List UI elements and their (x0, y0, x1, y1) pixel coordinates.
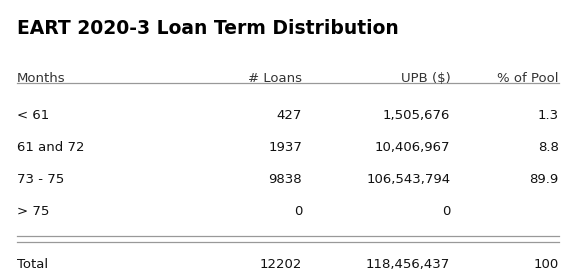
Text: 8.8: 8.8 (538, 141, 559, 154)
Text: 89.9: 89.9 (530, 173, 559, 186)
Text: Total: Total (17, 258, 48, 271)
Text: 61 and 72: 61 and 72 (17, 141, 84, 154)
Text: 9838: 9838 (268, 173, 302, 186)
Text: # Loans: # Loans (248, 72, 302, 85)
Text: < 61: < 61 (17, 109, 50, 122)
Text: 10,406,967: 10,406,967 (375, 141, 450, 154)
Text: > 75: > 75 (17, 205, 50, 218)
Text: 12202: 12202 (260, 258, 302, 271)
Text: 1.3: 1.3 (538, 109, 559, 122)
Text: Months: Months (17, 72, 66, 85)
Text: % of Pool: % of Pool (497, 72, 559, 85)
Text: 1937: 1937 (268, 141, 302, 154)
Text: 100: 100 (534, 258, 559, 271)
Text: EART 2020-3 Loan Term Distribution: EART 2020-3 Loan Term Distribution (17, 19, 399, 39)
Text: 0: 0 (442, 205, 450, 218)
Text: 427: 427 (276, 109, 302, 122)
Text: 106,543,794: 106,543,794 (366, 173, 450, 186)
Text: 73 - 75: 73 - 75 (17, 173, 64, 186)
Text: 1,505,676: 1,505,676 (383, 109, 450, 122)
Text: 0: 0 (294, 205, 302, 218)
Text: 118,456,437: 118,456,437 (366, 258, 450, 271)
Text: UPB ($): UPB ($) (401, 72, 450, 85)
